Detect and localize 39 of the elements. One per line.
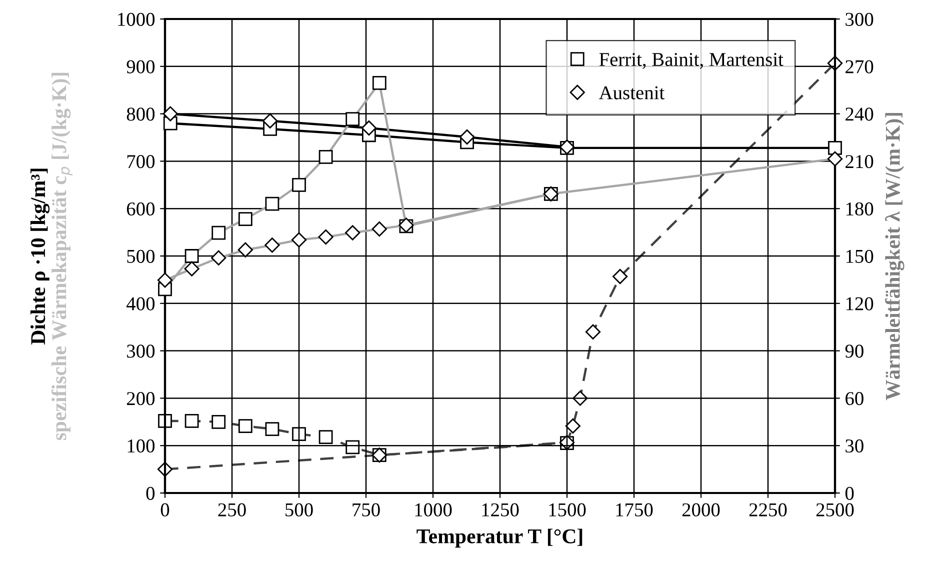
- y2-tick-label: 300: [846, 12, 874, 26]
- y2-tick-label: 0: [845, 486, 854, 500]
- x-axis-title: Temperatur T [°C]: [416, 528, 582, 548]
- y-tick-label: 0: [146, 486, 155, 500]
- y2-tick-label: 120: [846, 297, 874, 310]
- x-tick-label: 500: [286, 503, 313, 516]
- x-tick-label: 1250: [482, 503, 519, 516]
- legend-label: Ferrit, Bainit, Martensit: [599, 52, 784, 69]
- y-tick-label: 300: [127, 344, 155, 358]
- y-tick-label: 100: [128, 439, 155, 453]
- x-tick-label: 750: [352, 503, 380, 516]
- y-tick-label: 800: [126, 108, 155, 121]
- y2-tick-label: 180: [846, 202, 874, 216]
- y2-tick-label: 60: [846, 392, 864, 406]
- y-tick-label: 500: [127, 250, 155, 263]
- y2-axis-title: Wärmeleitfähigkeit λ [W/(m·K)]: [885, 112, 904, 400]
- x-tick-label: 2000: [682, 503, 720, 516]
- x-tick-label: 250: [218, 503, 246, 516]
- x-tick-label: 2250: [749, 503, 787, 516]
- y2-tick-label: 210: [846, 155, 874, 168]
- y2-tick-label: 90: [845, 344, 864, 358]
- x-tick-label: 1000: [415, 503, 452, 516]
- x-tick-label: 2500: [816, 503, 854, 516]
- y-tick-label: 400: [126, 297, 155, 310]
- x-tick-label: 0: [160, 503, 170, 516]
- text: Dichte ρ ·10 [kg/m³]: [30, 168, 50, 344]
- y2-tick-label: 30: [846, 439, 864, 453]
- legend-label: Austenit: [598, 86, 665, 100]
- y2-tick-label: 270: [846, 60, 874, 74]
- y-tick-label: 700: [127, 155, 155, 168]
- text: spezifische Wärmekapazität c$_{p}$ [J/(kg·K)]: [51, 72, 72, 440]
- y-tick-label: 1000: [118, 12, 155, 26]
- y2-tick-label: 150: [846, 250, 874, 263]
- y-tick-label: 900: [126, 60, 155, 74]
- y2-tick-label: 240: [846, 108, 874, 121]
- x-tick-label: 1750: [616, 503, 653, 516]
- y-tick-label: 200: [126, 392, 155, 406]
- y-tick-label: 600: [126, 202, 155, 216]
- x-tick-label: 1500: [549, 503, 586, 516]
